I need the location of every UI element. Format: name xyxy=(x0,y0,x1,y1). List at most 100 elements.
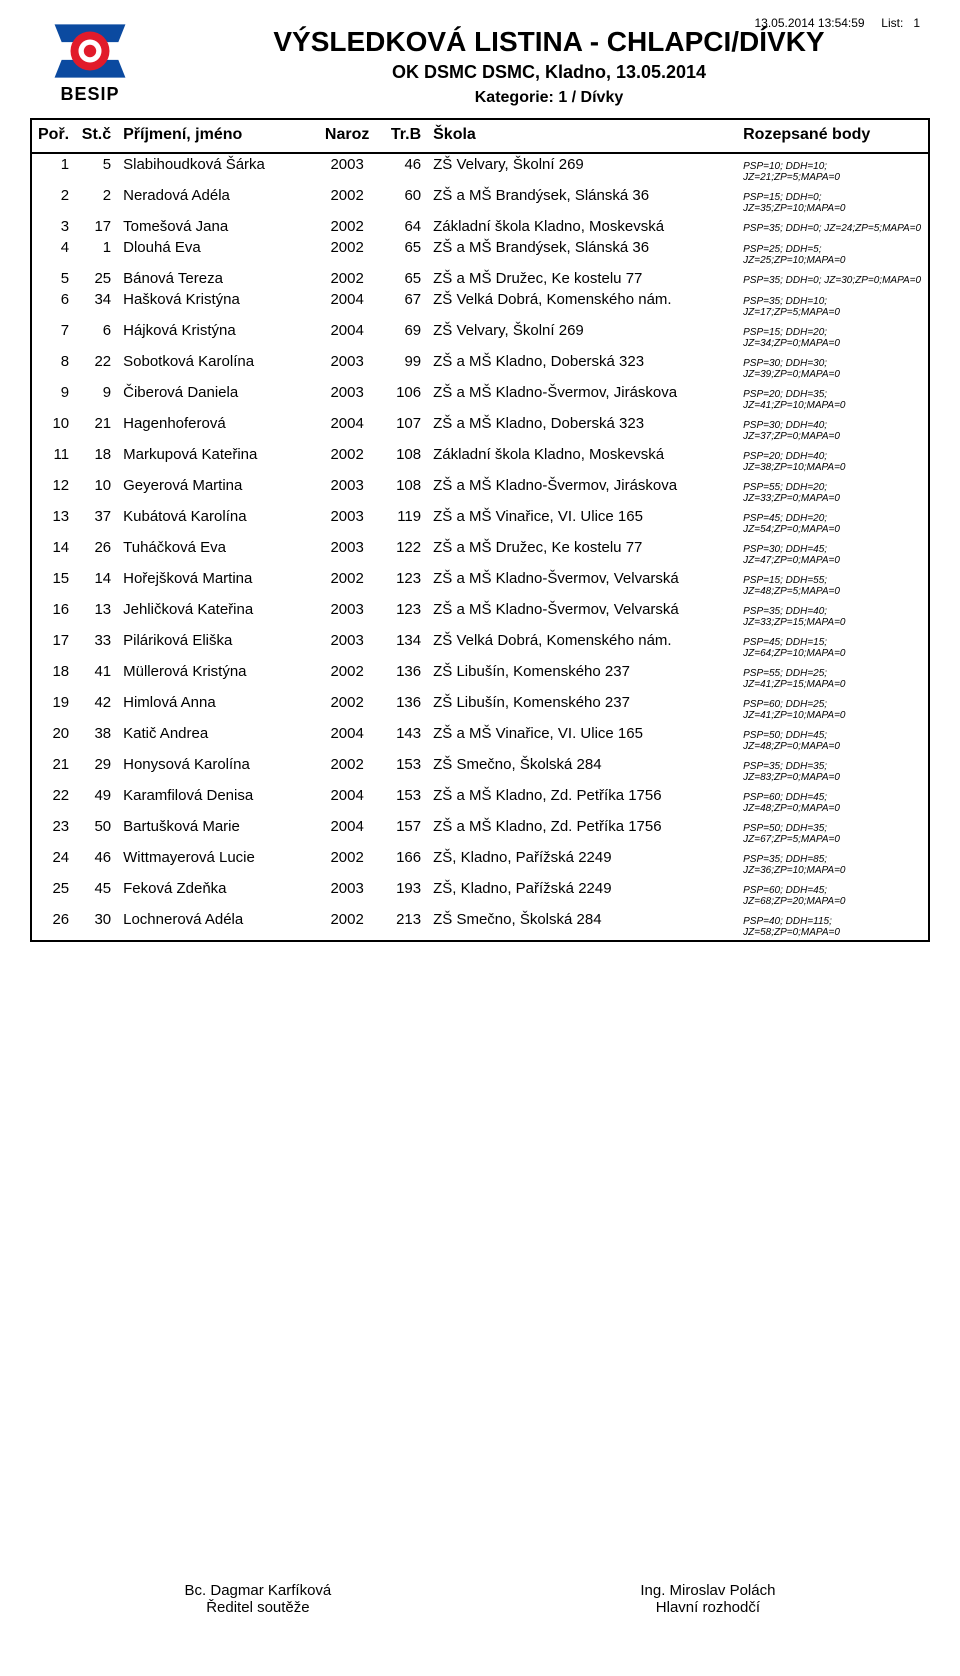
cell-name: Markupová Kateřina xyxy=(117,444,317,475)
table-row: 1337Kubátová Karolína2003119ZŠ a MŠ Vina… xyxy=(32,506,928,537)
table-row: 99Čiberová Daniela2003106ZŠ a MŠ Kladno-… xyxy=(32,382,928,413)
cell-body: PSP=35; DDH=0; JZ=30;ZP=0;MAPA=0 xyxy=(737,268,928,289)
cell-body: PSP=40; DDH=115; JZ=58;ZP=0;MAPA=0 xyxy=(737,909,928,940)
cell-stc: 10 xyxy=(75,475,117,506)
cell-name: Hájková Kristýna xyxy=(117,320,317,351)
cell-trb: 99 xyxy=(377,351,427,382)
table-row: 2350Bartušková Marie2004157ZŠ a MŠ Kladn… xyxy=(32,816,928,847)
cell-body: PSP=50; DDH=45; JZ=48;ZP=0;MAPA=0 xyxy=(737,723,928,754)
cell-por: 21 xyxy=(32,754,75,785)
cell-naroz: 2002 xyxy=(317,661,377,692)
table-header-row: Poř. St.č Příjmení, jméno Naroz Tr.B Ško… xyxy=(32,120,928,153)
cell-naroz: 2002 xyxy=(317,568,377,599)
cell-por: 10 xyxy=(32,413,75,444)
cell-name: Hašková Kristýna xyxy=(117,289,317,320)
cell-skola: ZŠ Velvary, Školní 269 xyxy=(427,320,737,351)
cell-trb: 67 xyxy=(377,289,427,320)
cell-body: PSP=25; DDH=5; JZ=25;ZP=10;MAPA=0 xyxy=(737,237,928,268)
print-meta: 13.05.2014 13:54:59 List: 1 xyxy=(755,16,921,30)
table-row: 525Bánová Tereza200265ZŠ a MŠ Družec, Ke… xyxy=(32,268,928,289)
cell-stc: 2 xyxy=(75,185,117,216)
cell-trb: 46 xyxy=(377,153,427,185)
cell-body: PSP=35; DDH=85; JZ=36;ZP=10;MAPA=0 xyxy=(737,847,928,878)
table-row: 1021Hagenhoferová2004107ZŠ a MŠ Kladno, … xyxy=(32,413,928,444)
cell-skola: ZŠ a MŠ Kladno-Švermov, Velvarská xyxy=(427,568,737,599)
cell-name: Hořejšková Martina xyxy=(117,568,317,599)
cell-naroz: 2002 xyxy=(317,237,377,268)
cell-body: PSP=20; DDH=40; JZ=38;ZP=10;MAPA=0 xyxy=(737,444,928,475)
cell-stc: 21 xyxy=(75,413,117,444)
cell-name: Slabihoudková Šárka xyxy=(117,153,317,185)
cell-body: PSP=60; DDH=45; JZ=48;ZP=0;MAPA=0 xyxy=(737,785,928,816)
cell-por: 16 xyxy=(32,599,75,630)
cell-por: 1 xyxy=(32,153,75,185)
cell-body: PSP=30; DDH=45; JZ=47;ZP=0;MAPA=0 xyxy=(737,537,928,568)
cell-por: 19 xyxy=(32,692,75,723)
cell-body: PSP=50; DDH=35; JZ=67;ZP=5;MAPA=0 xyxy=(737,816,928,847)
cell-por: 2 xyxy=(32,185,75,216)
cell-naroz: 2004 xyxy=(317,289,377,320)
cell-naroz: 2002 xyxy=(317,909,377,940)
cell-trb: 69 xyxy=(377,320,427,351)
cell-naroz: 2003 xyxy=(317,153,377,185)
cell-name: Lochnerová Adéla xyxy=(117,909,317,940)
cell-stc: 6 xyxy=(75,320,117,351)
cell-skola: ZŠ a MŠ Kladno, Zd. Petříka 1756 xyxy=(427,785,737,816)
cell-body: PSP=60; DDH=45; JZ=68;ZP=20;MAPA=0 xyxy=(737,878,928,909)
cell-naroz: 2003 xyxy=(317,382,377,413)
cell-naroz: 2003 xyxy=(317,351,377,382)
cell-stc: 26 xyxy=(75,537,117,568)
cell-skola: ZŠ, Kladno, Pařížská 2249 xyxy=(427,878,737,909)
cell-por: 24 xyxy=(32,847,75,878)
cell-body: PSP=15; DDH=0; JZ=35;ZP=10;MAPA=0 xyxy=(737,185,928,216)
cell-stc: 22 xyxy=(75,351,117,382)
cell-skola: ZŠ a MŠ Brandýsek, Slánská 36 xyxy=(427,185,737,216)
cell-por: 6 xyxy=(32,289,75,320)
cell-naroz: 2002 xyxy=(317,268,377,289)
cell-trb: 213 xyxy=(377,909,427,940)
cell-body: PSP=60; DDH=25; JZ=41;ZP=10;MAPA=0 xyxy=(737,692,928,723)
cell-skola: ZŠ, Kladno, Pařížská 2249 xyxy=(427,847,737,878)
cell-stc: 50 xyxy=(75,816,117,847)
cell-trb: 64 xyxy=(377,216,427,237)
cell-por: 22 xyxy=(32,785,75,816)
cell-trb: 65 xyxy=(377,237,427,268)
cell-naroz: 2002 xyxy=(317,692,377,723)
cell-skola: Základní škola Kladno, Moskevská xyxy=(427,216,737,237)
cell-name: Wittmayerová Lucie xyxy=(117,847,317,878)
cell-skola: ZŠ Velká Dobrá, Komenského nám. xyxy=(427,630,737,661)
cell-trb: 122 xyxy=(377,537,427,568)
page-category: Kategorie: 1 / Dívky xyxy=(168,89,930,107)
cell-trb: 143 xyxy=(377,723,427,754)
cell-stc: 25 xyxy=(75,268,117,289)
cell-stc: 45 xyxy=(75,878,117,909)
cell-naroz: 2004 xyxy=(317,723,377,754)
cell-trb: 157 xyxy=(377,816,427,847)
cell-naroz: 2003 xyxy=(317,599,377,630)
cell-name: Feková Zdeňka xyxy=(117,878,317,909)
cell-skola: ZŠ Smečno, Školská 284 xyxy=(427,754,737,785)
cell-naroz: 2004 xyxy=(317,816,377,847)
cell-naroz: 2002 xyxy=(317,847,377,878)
cell-stc: 29 xyxy=(75,754,117,785)
cell-por: 9 xyxy=(32,382,75,413)
cell-name: Geyerová Martina xyxy=(117,475,317,506)
cell-stc: 37 xyxy=(75,506,117,537)
cell-trb: 136 xyxy=(377,661,427,692)
col-name: Příjmení, jméno xyxy=(117,120,317,153)
cell-trb: 60 xyxy=(377,185,427,216)
cell-naroz: 2003 xyxy=(317,878,377,909)
cell-name: Himlová Anna xyxy=(117,692,317,723)
timestamp: 13.05.2014 13:54:59 xyxy=(755,16,865,30)
cell-name: Jehličková Kateřina xyxy=(117,599,317,630)
col-trb: Tr.B xyxy=(377,120,427,153)
cell-trb: 106 xyxy=(377,382,427,413)
cell-body: PSP=20; DDH=35; JZ=41;ZP=10;MAPA=0 xyxy=(737,382,928,413)
cell-trb: 107 xyxy=(377,413,427,444)
cell-por: 26 xyxy=(32,909,75,940)
col-naroz: Naroz xyxy=(317,120,377,153)
cell-skola: ZŠ Libušín, Komenského 237 xyxy=(427,661,737,692)
cell-skola: ZŠ Smečno, Školská 284 xyxy=(427,909,737,940)
besip-logo: BESIP xyxy=(30,20,150,110)
cell-por: 11 xyxy=(32,444,75,475)
